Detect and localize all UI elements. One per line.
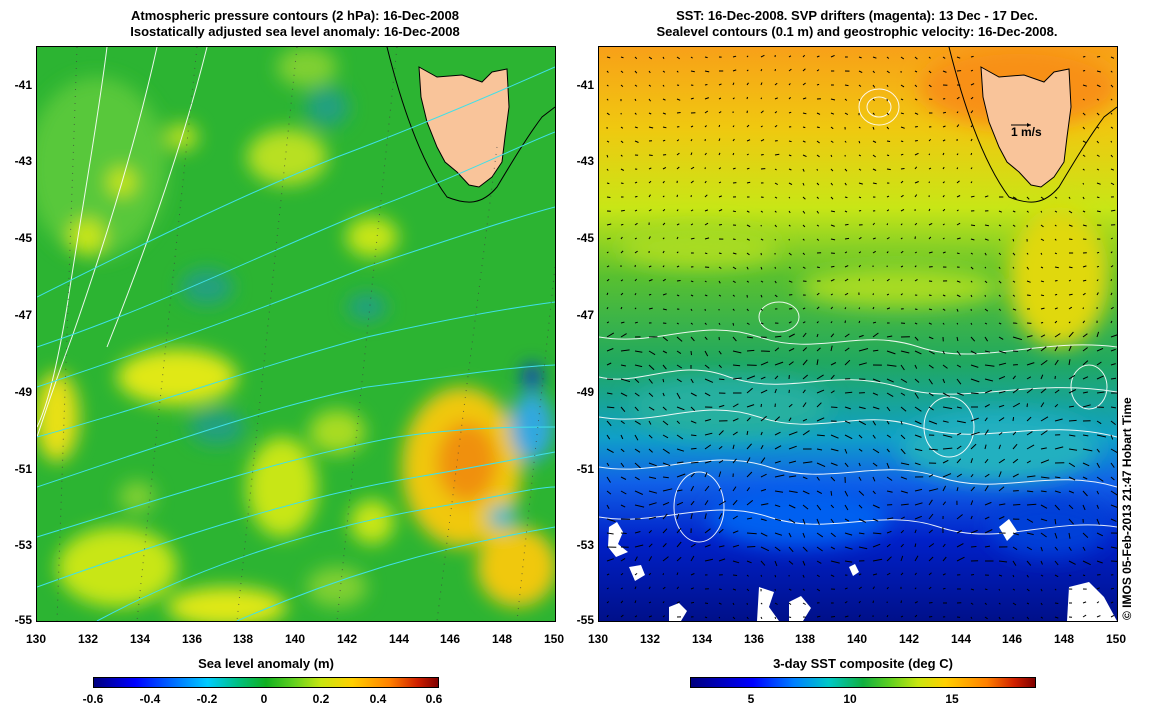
sst-colorbar	[690, 677, 1036, 688]
left-xtick: 132	[77, 632, 99, 646]
right-xtick: 150	[1105, 632, 1127, 646]
left-cbar-tick: -0.6	[82, 692, 104, 706]
left-xtick: 142	[336, 632, 358, 646]
left-cbar-tick: 0.2	[312, 692, 330, 706]
right-xtick: 146	[1001, 632, 1023, 646]
left-cbar-tick: 0.4	[369, 692, 387, 706]
right-ytick: -45	[576, 231, 594, 245]
left-ytick: -43	[14, 154, 32, 168]
left-xtick: 144	[388, 632, 410, 646]
right-xtick: 132	[639, 632, 661, 646]
left-ytick: -53	[14, 538, 32, 552]
left-panel-title: Atmospheric pressure contours (2 hPa): 1…	[36, 8, 554, 40]
right-xtick: 144	[950, 632, 972, 646]
right-xtick: 136	[743, 632, 765, 646]
left-ytick: -51	[14, 462, 32, 476]
right-title-line2: Sealevel contours (0.1 m) and geostrophi…	[656, 24, 1058, 39]
right-xtick: 130	[587, 632, 609, 646]
right-ytick: -53	[576, 538, 594, 552]
left-xtick: 136	[181, 632, 203, 646]
sea-level-anomaly-map	[36, 46, 556, 622]
right-title-line1: SST: 16-Dec-2008. SVP drifters (magenta)…	[676, 8, 1038, 23]
right-xtick: 134	[691, 632, 713, 646]
left-xtick: 130	[25, 632, 47, 646]
right-panel-title: SST: 16-Dec-2008. SVP drifters (magenta)…	[598, 8, 1116, 40]
right-xtick: 142	[898, 632, 920, 646]
left-ytick: -47	[14, 308, 32, 322]
left-xtick: 138	[232, 632, 254, 646]
left-xtick: 134	[129, 632, 151, 646]
right-ytick: -51	[576, 462, 594, 476]
credit-label: © IMOS 05-Feb-2013 21:47 Hobart Time	[1120, 397, 1134, 620]
left-cbar-tick: 0	[260, 692, 268, 706]
right-ytick: -43	[576, 154, 594, 168]
right-ytick: -41	[576, 78, 594, 92]
sea-level-colorbar	[93, 677, 439, 688]
left-ytick: -49	[14, 385, 32, 399]
right-xtick: 138	[794, 632, 816, 646]
left-colorbar-title: Sea level anomaly (m)	[198, 656, 334, 671]
right-ytick: -47	[576, 308, 594, 322]
velocity-arrows	[606, 54, 1117, 620]
left-xtick: 140	[284, 632, 306, 646]
right-cbar-tick: 5	[747, 692, 755, 706]
right-ytick: -55	[576, 613, 594, 627]
right-ytick: -49	[576, 385, 594, 399]
right-xtick: 148	[1053, 632, 1075, 646]
left-cbar-tick: 0.6	[425, 692, 443, 706]
left-title-line1: Atmospheric pressure contours (2 hPa): 1…	[131, 8, 459, 23]
sst-map: 1 m/s	[598, 46, 1118, 622]
right-cbar-tick: 15	[945, 692, 959, 706]
right-colorbar-title: 3-day SST composite (deg C)	[773, 656, 953, 671]
left-ytick: -45	[14, 231, 32, 245]
left-cbar-tick: -0.2	[196, 692, 218, 706]
velocity-scale-label: 1 m/s	[1011, 125, 1042, 139]
right-xtick: 140	[846, 632, 868, 646]
left-xtick: 146	[439, 632, 461, 646]
left-xtick: 150	[543, 632, 565, 646]
left-title-line2: Isostatically adjusted sea level anomaly…	[130, 24, 460, 39]
left-ytick: -41	[14, 78, 32, 92]
left-xtick: 148	[491, 632, 513, 646]
right-cbar-tick: 10	[843, 692, 857, 706]
left-ytick: -55	[14, 613, 32, 627]
left-cbar-tick: -0.4	[139, 692, 161, 706]
